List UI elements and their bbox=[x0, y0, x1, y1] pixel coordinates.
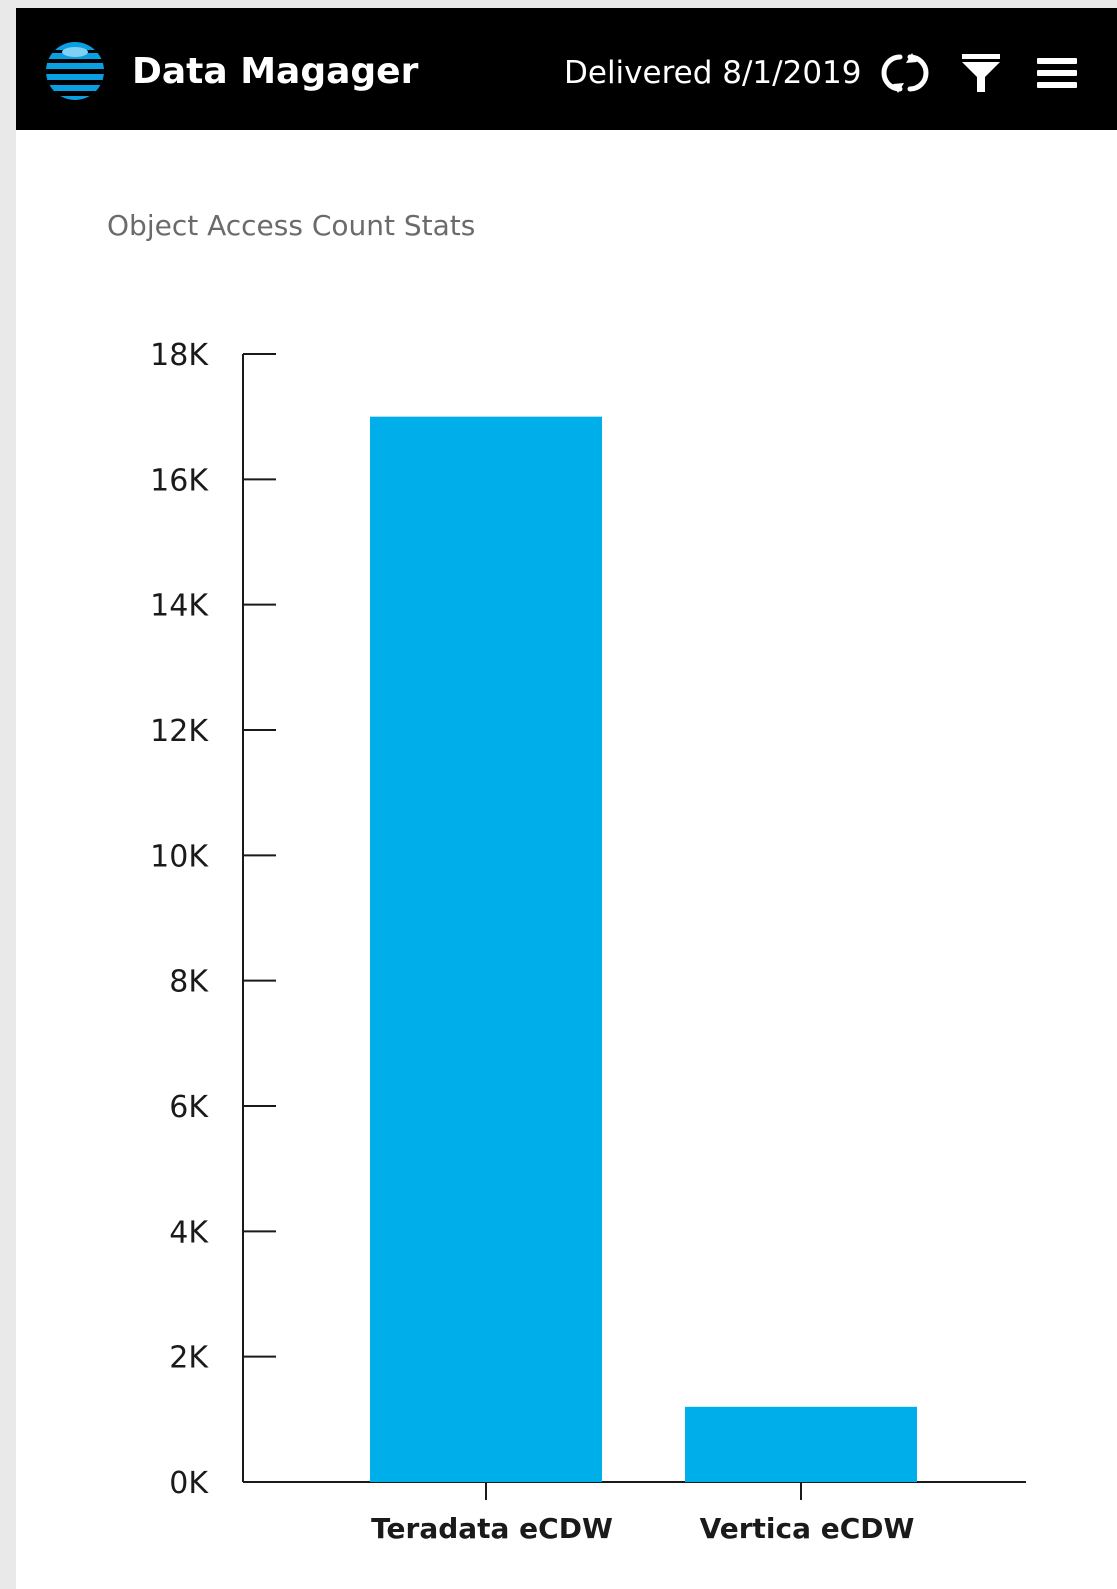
bar-teradata-ecdw bbox=[370, 416, 602, 1483]
y-tick-label: 18K bbox=[150, 338, 209, 373]
y-tick-label: 2K bbox=[169, 1341, 209, 1376]
chart-title: Object Access Count Stats bbox=[107, 209, 476, 242]
y-tick-label: 6K bbox=[169, 1090, 209, 1125]
att-globe-icon[interactable] bbox=[44, 40, 106, 102]
filter-icon[interactable] bbox=[956, 48, 1006, 98]
y-tick-label: 4K bbox=[169, 1215, 209, 1250]
app-frame: Data Magager Delivered 8/1/2019 Object A… bbox=[16, 8, 1117, 1589]
menu-icon[interactable] bbox=[1032, 48, 1082, 98]
delivered-date: Delivered 8/1/2019 bbox=[564, 55, 862, 91]
y-tick-label: 14K bbox=[150, 589, 209, 624]
top-bar: Data Magager Delivered 8/1/2019 bbox=[16, 8, 1117, 130]
x-category-label: Vertica eCDW bbox=[700, 1512, 915, 1545]
bar-vertica-ecdw bbox=[685, 1406, 917, 1482]
x-category-label: Teradata eCDW bbox=[371, 1512, 613, 1545]
y-tick-label: 12K bbox=[150, 714, 209, 749]
y-tick-label: 8K bbox=[169, 965, 209, 1000]
bar-chart: 0K 2K 4K 6K 8K 10K 12K 14K 16K 18K Teradata eCDW Ve… bbox=[150, 338, 1026, 1545]
y-tick-label: 10K bbox=[150, 839, 209, 874]
y-tick-label: 16K bbox=[150, 463, 209, 498]
refresh-icon[interactable] bbox=[880, 48, 930, 98]
app-title: Data Magager bbox=[132, 51, 419, 92]
y-tick-label: 0K bbox=[169, 1466, 209, 1501]
